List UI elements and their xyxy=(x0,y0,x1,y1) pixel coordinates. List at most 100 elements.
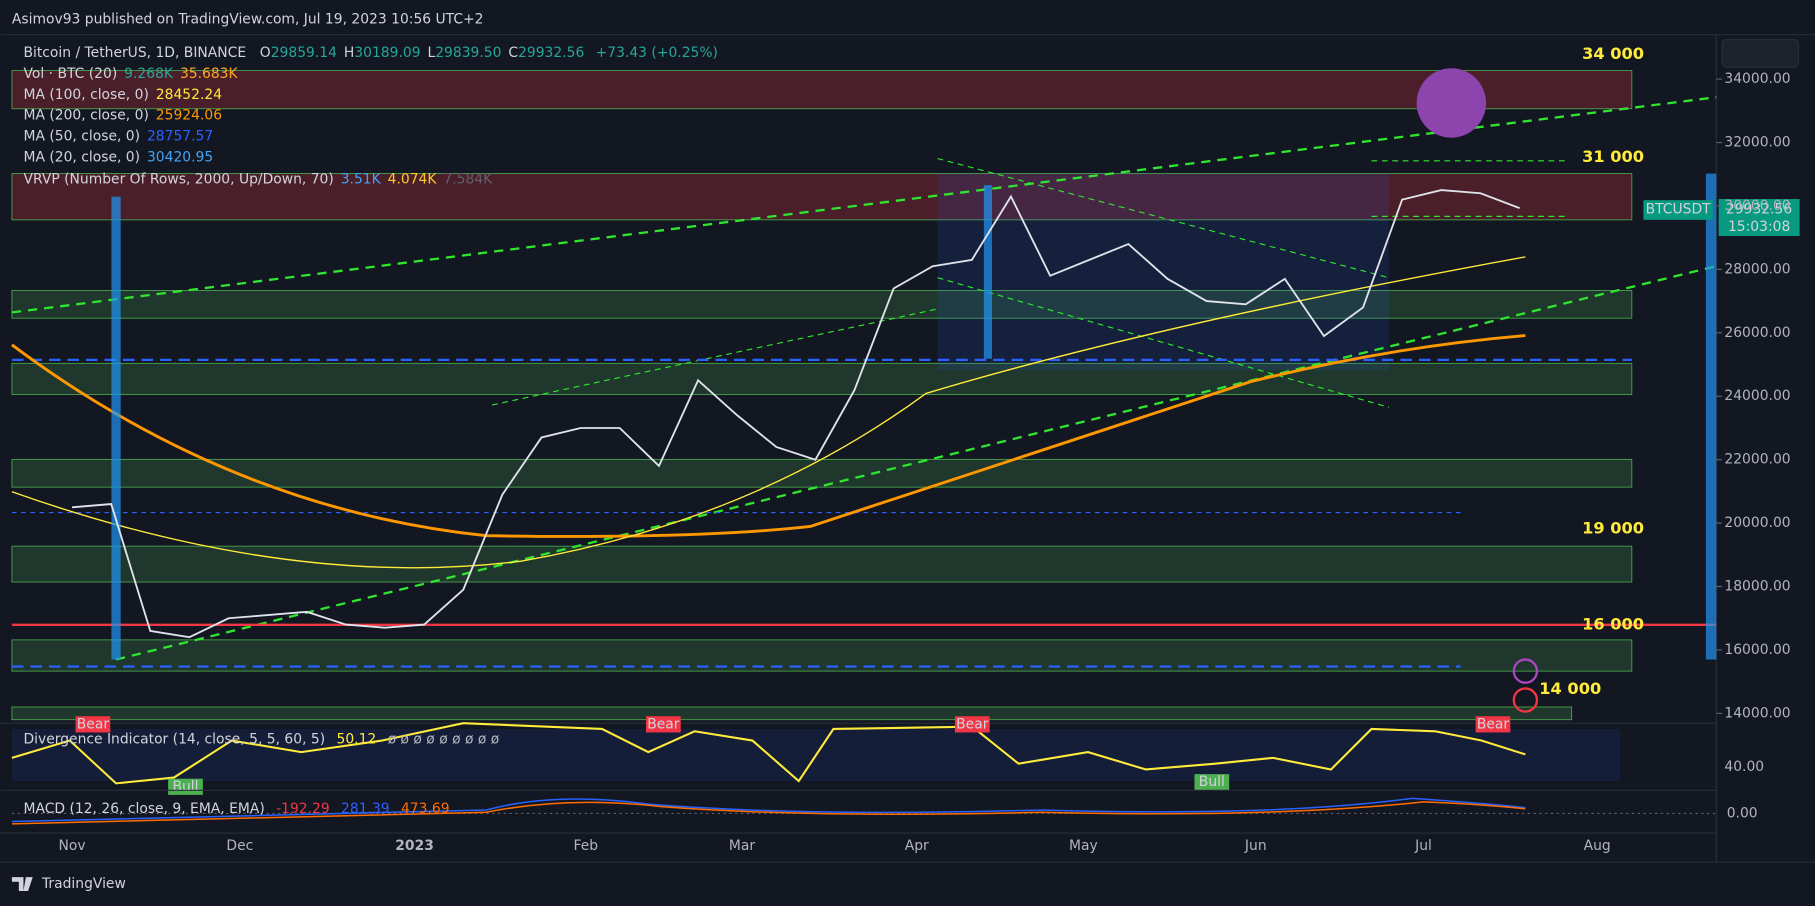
indicator-row: VRVP (Number Of Rows, 2000, Up/Down, 70)… xyxy=(23,171,493,187)
event-icon[interactable] xyxy=(1512,658,1539,684)
indicator-value: 25924.06 xyxy=(156,108,222,124)
x-tick-label: Aug xyxy=(1584,838,1611,854)
indicator-row: MA (20, close, 0) 30420.95 xyxy=(23,149,213,165)
divergence-flags: ø ø ø ø ø ø ø ø ø xyxy=(388,731,500,747)
x-tick-label: Mar xyxy=(729,838,755,854)
level-label: 34 000 xyxy=(1582,44,1644,63)
signal-label: Bull xyxy=(1199,774,1225,790)
macd-value: 473.69 xyxy=(401,801,450,817)
price-line xyxy=(72,189,1520,639)
footer-brand: TradingView xyxy=(41,876,126,892)
y-tick-label: 18000.00 xyxy=(1724,579,1790,595)
indicator-value: 30420.95 xyxy=(147,149,213,165)
ohlc-value: 29932.56 xyxy=(518,45,584,61)
price-axis: 14000.00 16000.00 18000.00 20000.00 22000.00… xyxy=(1716,71,1791,721)
indicator-name: MA (100, close, 0) xyxy=(23,87,148,103)
y-tick-label: 24000.00 xyxy=(1724,388,1790,404)
symbol-tag xyxy=(1643,200,1713,220)
symbol: Bitcoin / TetherUS, 1D, BINANCE xyxy=(23,45,246,61)
price-tag-countdown: 15:03:08 xyxy=(1728,219,1790,235)
indicator-row: MA (50, close, 0) 28757.57 xyxy=(23,129,213,145)
level-label: 31 000 xyxy=(1582,147,1644,166)
macd-value: 281.39 xyxy=(341,801,390,817)
macd-title: MACD (12, 26, close, 9, EMA, EMA) xyxy=(23,801,264,817)
y-tick-label: 32000.00 xyxy=(1724,135,1790,151)
ohlc-value: 29859.14 xyxy=(271,45,337,61)
y-tick-label: 28000.00 xyxy=(1724,261,1790,277)
divergence-axis-label: 40.00 xyxy=(1724,759,1764,775)
legend: Bitcoin / TetherUS, 1D, BINANCE O29859.1… xyxy=(23,45,717,187)
indicator-row: MA (200, close, 0) 25924.06 xyxy=(23,108,222,124)
logo xyxy=(11,877,33,891)
ohlc-value: 29839.50 xyxy=(435,45,501,61)
signal-label: Bear xyxy=(956,716,989,732)
zones xyxy=(11,70,1633,721)
x-tick-label: Nov xyxy=(59,838,86,854)
signal-box xyxy=(1194,774,1230,791)
macd-value: -192.29 xyxy=(276,801,330,817)
indicator-row: MA (100, close, 0) 28452.24 xyxy=(23,87,222,103)
indicator-value: 28757.57 xyxy=(147,129,213,145)
y-tick-label: 34000.00 xyxy=(1724,71,1790,87)
x-tick-label: Feb xyxy=(574,838,599,854)
ohlc-label: O xyxy=(260,45,271,61)
signal-box xyxy=(75,716,111,733)
ohlc-label: H xyxy=(344,45,354,61)
indicator-value: 3.51K xyxy=(341,171,382,187)
price-tag-price: 29932.56 xyxy=(1726,201,1792,217)
x-tick-label: Dec xyxy=(226,838,253,854)
symbol-tag-text: BTCUSDT xyxy=(1646,201,1712,217)
time-axis: Nov Dec 2023 Feb Mar Apr May Jun Jul Aug xyxy=(59,838,1611,854)
divergence-line xyxy=(11,722,1526,785)
indicator-value: 9.268K xyxy=(124,66,174,82)
drawings xyxy=(11,96,1717,668)
signal-label: Bull xyxy=(172,779,198,795)
level-label: 16 000 xyxy=(1582,614,1644,633)
indicator-name: MA (200, close, 0) xyxy=(23,108,148,124)
signal-label: Bear xyxy=(647,716,680,732)
signal-box xyxy=(645,716,681,733)
signal-label: Bear xyxy=(77,716,110,732)
signal-box xyxy=(954,716,990,733)
y-tick-label: 14000.00 xyxy=(1724,705,1790,721)
divergence-title: Divergence Indicator (14, close, 5, 5, 6… xyxy=(23,731,325,747)
level-label: 19 000 xyxy=(1582,518,1644,537)
indicator-name: MA (20, close, 0) xyxy=(23,149,140,165)
symbol-line: Bitcoin / TetherUS, 1D, BINANCE O29859.1… xyxy=(23,45,717,61)
macd-axis-label: 0.00 xyxy=(1727,805,1758,821)
x-tick-label: May xyxy=(1069,838,1098,854)
signal-box xyxy=(1475,716,1511,733)
y-tick-label: 20000.00 xyxy=(1724,515,1790,531)
macd-legend: MACD (12, 26, close, 9, EMA, EMA) -192.2… xyxy=(23,801,449,817)
x-tick-label: 2023 xyxy=(395,838,434,854)
divergence-value: 50.12 xyxy=(337,731,377,747)
y-tick-label: 26000.00 xyxy=(1724,325,1790,341)
ohlc-value: 30189.09 xyxy=(354,45,420,61)
y-tick-label: 22000.00 xyxy=(1724,452,1790,468)
level-label: 14 000 xyxy=(1539,679,1601,698)
indicator-value: 28452.24 xyxy=(156,87,222,103)
y-tick-label: 16000.00 xyxy=(1724,642,1790,658)
ohlc-label: L xyxy=(427,45,435,61)
axis-box[interactable] xyxy=(1721,38,1800,68)
signal-label: Bear xyxy=(1477,716,1510,732)
macd-line xyxy=(11,797,1526,823)
x-tick-label: Apr xyxy=(905,838,929,854)
y-tick-label: 30000.00 xyxy=(1724,198,1790,214)
x-tick-label: Jul xyxy=(1414,838,1432,854)
indicator-name: VRVP (Number Of Rows, 2000, Up/Down, 70) xyxy=(23,171,333,187)
indicator-name: Vol · BTC (20) xyxy=(23,66,117,82)
emoji xyxy=(1416,68,1487,138)
event-icon[interactable] xyxy=(1512,687,1539,713)
change: +73.43 (+0.25%) xyxy=(596,45,718,61)
header: Asimov93 published on TradingView.com, J… xyxy=(12,12,484,28)
indicator-name: MA (50, close, 0) xyxy=(23,129,140,145)
indicator-value: 7.584K xyxy=(443,171,493,187)
indicator-value: 4.074K xyxy=(388,171,438,187)
indicator-row: Vol · BTC (20) 9.268K 35.683K xyxy=(23,66,238,82)
signal-line xyxy=(11,801,1526,825)
price-tag xyxy=(1718,199,1800,237)
ohlc-label: C xyxy=(508,45,518,61)
